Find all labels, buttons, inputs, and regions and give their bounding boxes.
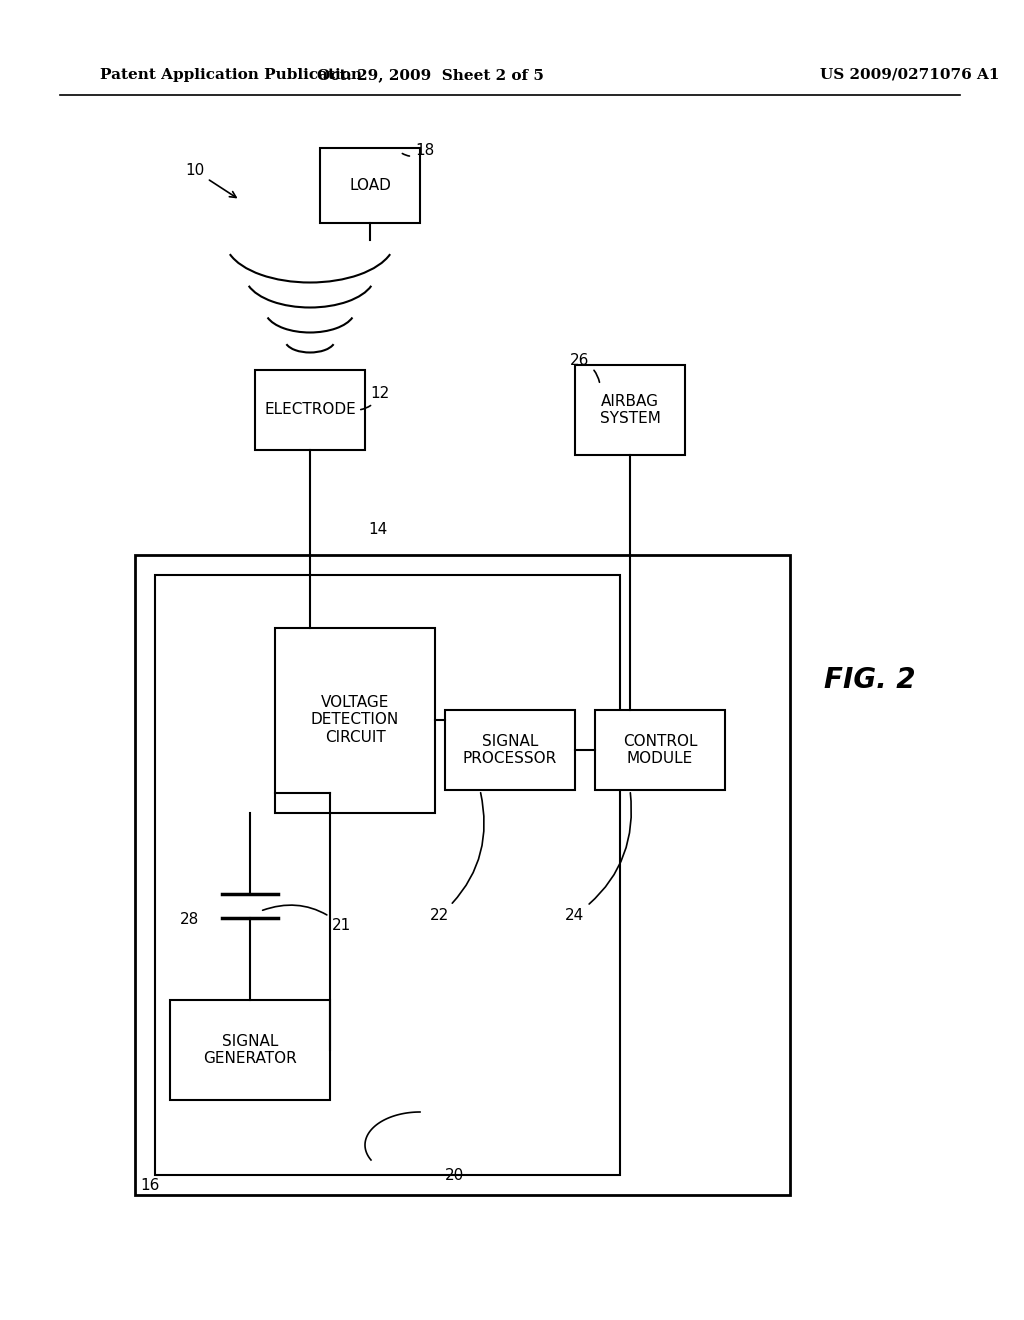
Text: 24: 24	[565, 793, 632, 923]
Text: US 2009/0271076 A1: US 2009/0271076 A1	[820, 69, 999, 82]
Text: 26: 26	[570, 352, 599, 383]
Text: CONTROL
MODULE: CONTROL MODULE	[623, 734, 697, 766]
Text: Oct. 29, 2009  Sheet 2 of 5: Oct. 29, 2009 Sheet 2 of 5	[316, 69, 544, 82]
Bar	[135, 554, 790, 1195]
Text: ELECTRODE: ELECTRODE	[264, 403, 356, 417]
Text: 14: 14	[368, 523, 387, 537]
Bar	[170, 1001, 330, 1100]
Text: VOLTAGE
DETECTION
CIRCUIT: VOLTAGE DETECTION CIRCUIT	[311, 696, 399, 744]
Text: 22: 22	[430, 793, 484, 923]
Bar	[595, 710, 725, 789]
Text: 21: 21	[262, 906, 351, 933]
Text: 20: 20	[445, 1167, 464, 1183]
Bar	[575, 366, 685, 455]
Text: 10: 10	[185, 162, 237, 198]
Text: 18: 18	[402, 143, 434, 158]
Text: SIGNAL
PROCESSOR: SIGNAL PROCESSOR	[463, 734, 557, 766]
Text: AIRBAG
SYSTEM: AIRBAG SYSTEM	[600, 393, 660, 426]
Bar	[255, 370, 365, 450]
Text: SIGNAL
GENERATOR: SIGNAL GENERATOR	[203, 1034, 297, 1067]
Bar	[319, 148, 420, 223]
Bar	[445, 710, 575, 789]
Text: FIG. 2: FIG. 2	[824, 667, 915, 694]
Text: 16: 16	[140, 1177, 160, 1192]
Bar	[275, 627, 435, 813]
Text: LOAD: LOAD	[349, 177, 391, 193]
Text: 12: 12	[360, 385, 389, 409]
Text: 28: 28	[180, 912, 200, 928]
Text: Patent Application Publication: Patent Application Publication	[100, 69, 362, 82]
Bar	[155, 576, 620, 1175]
